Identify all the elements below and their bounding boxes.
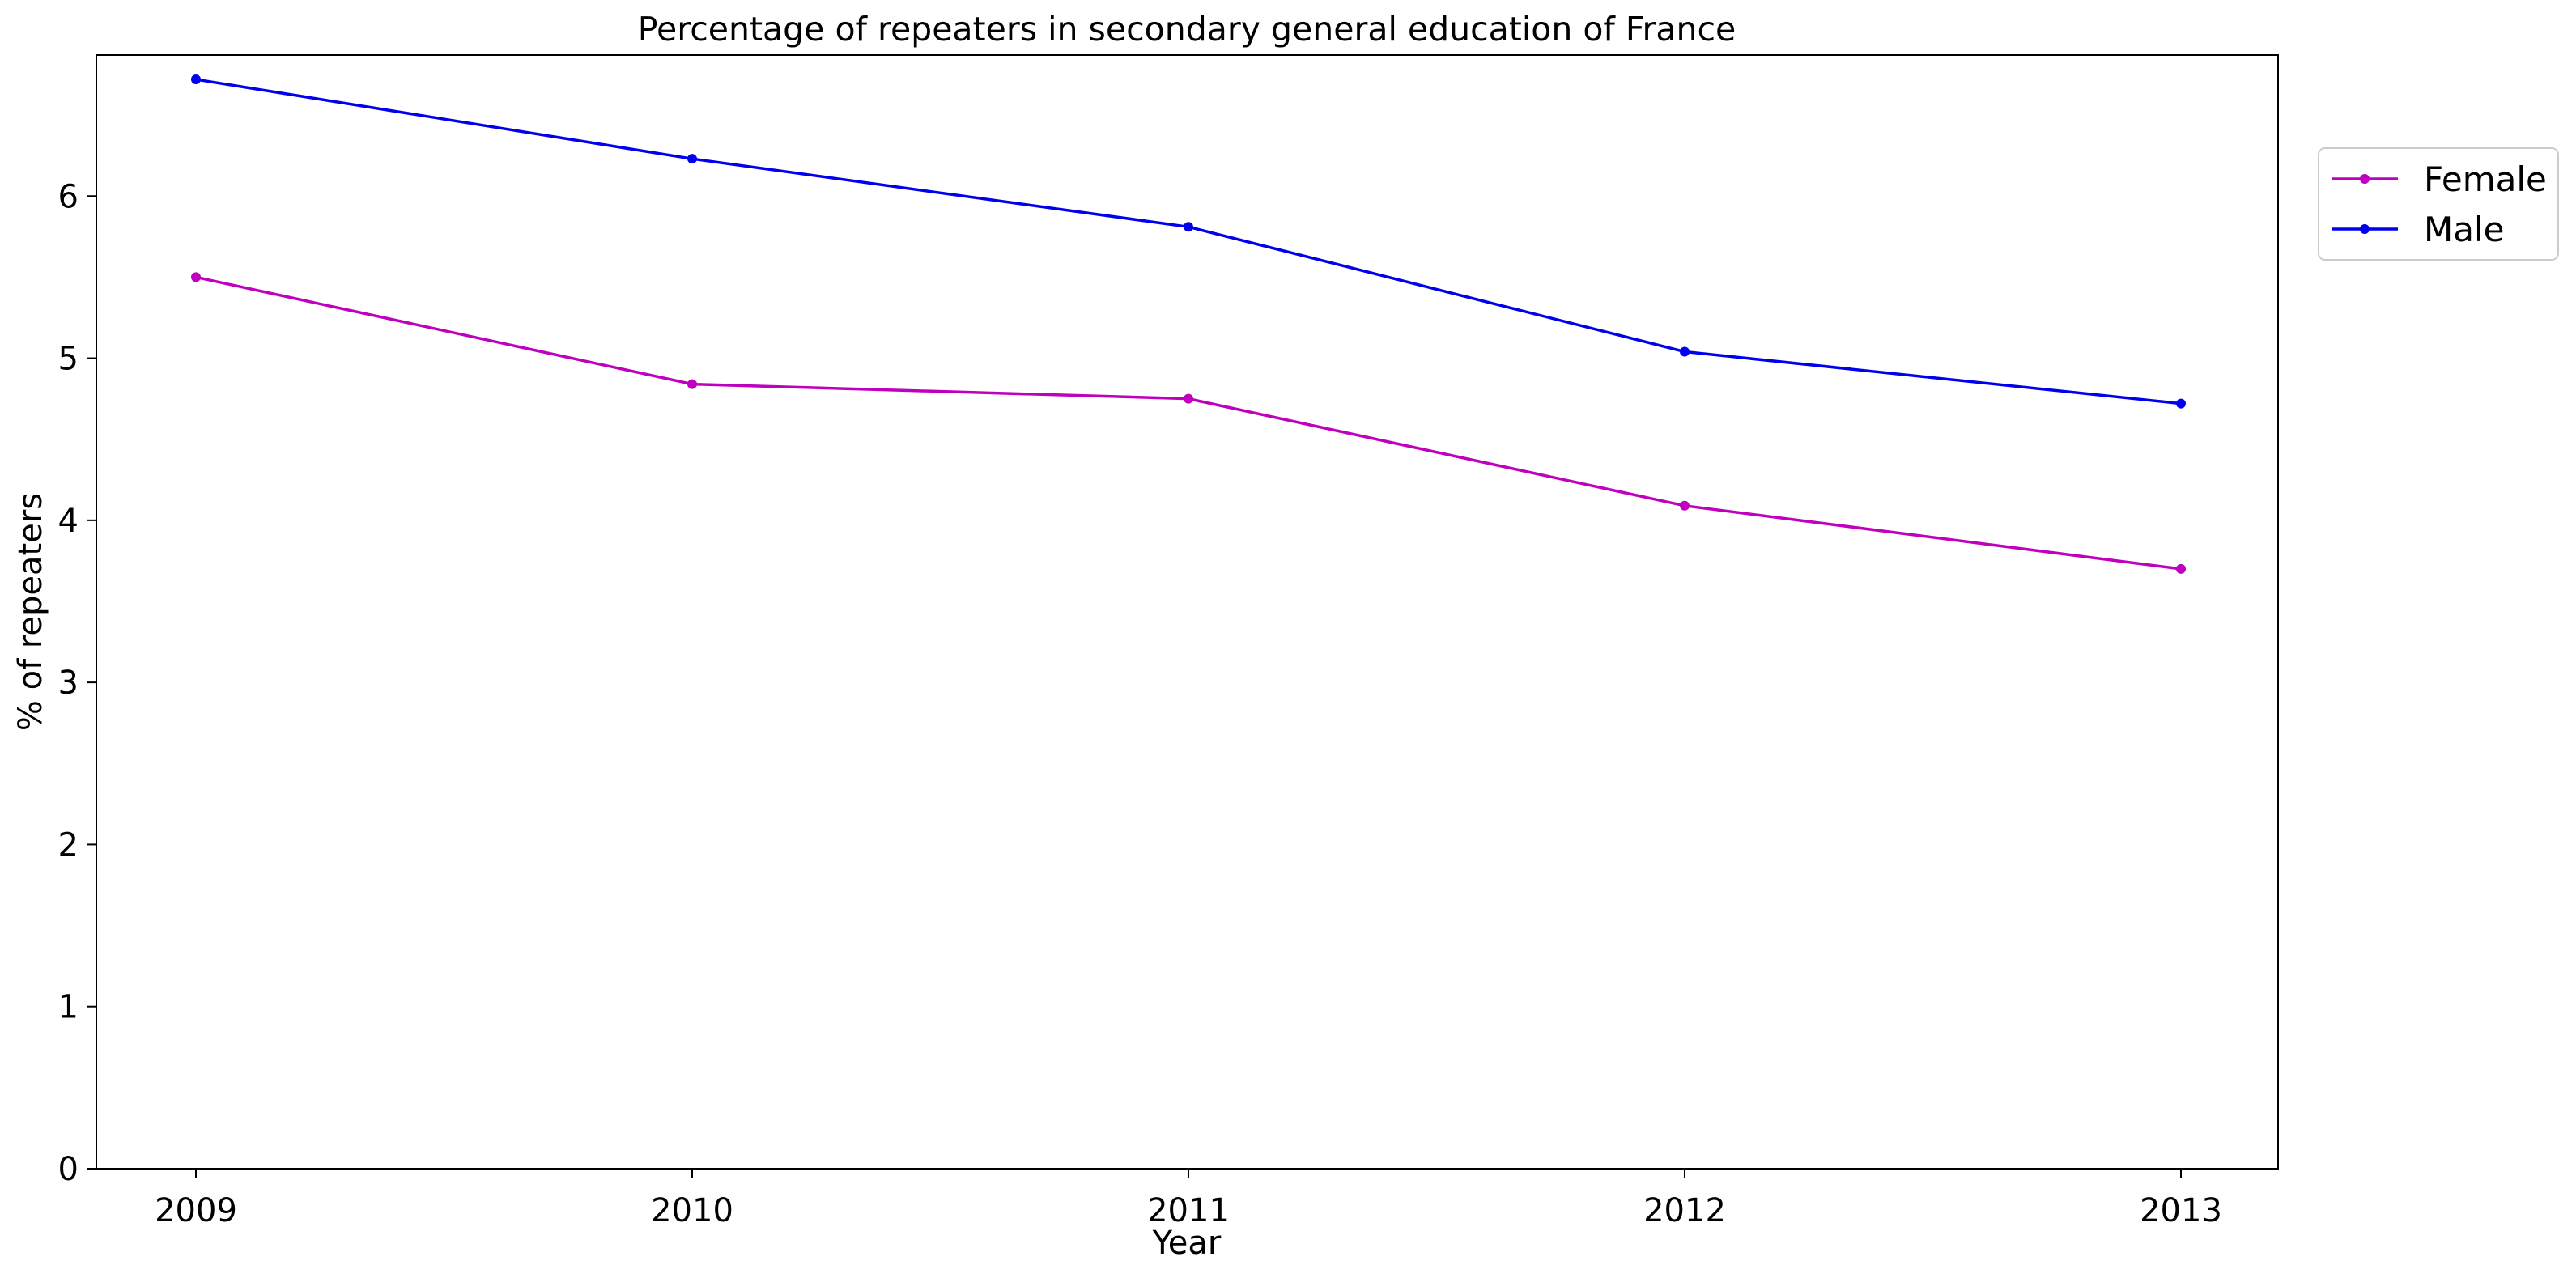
data-point-male <box>1680 346 1690 357</box>
plot-frame <box>96 54 2279 1170</box>
legend-label-female: Female <box>2424 159 2547 199</box>
data-point-female <box>2176 563 2186 574</box>
series-line-male <box>195 78 2182 405</box>
y-axis: 0 1 2 3 4 5 6 <box>58 178 96 1188</box>
y-tick-label: 4 <box>58 503 79 540</box>
data-point-female <box>1184 393 1193 404</box>
series-line-female <box>195 275 2182 571</box>
legend-box <box>2318 147 2559 261</box>
y-tick-label: 6 <box>58 178 79 215</box>
data-point-male <box>1184 222 1193 232</box>
data-point-male <box>687 154 697 164</box>
x-axis-label: Year <box>1152 1225 1222 1262</box>
y-tick-label: 3 <box>58 664 79 702</box>
x-axis: 2009 2010 2011 2012 2013 <box>155 1169 2222 1229</box>
series-layer <box>191 74 2186 574</box>
data-point-male <box>2176 398 2186 409</box>
legend-label-male: Male <box>2424 210 2504 249</box>
legend: Female Male <box>2318 147 2559 261</box>
y-tick-label: 0 <box>58 1151 79 1188</box>
y-tick-label: 5 <box>58 341 79 378</box>
legend-marker-female <box>2360 174 2370 184</box>
x-tick-label: 2012 <box>1643 1192 1726 1229</box>
data-point-female <box>687 379 697 389</box>
data-point-female <box>1680 500 1690 511</box>
legend-marker-male <box>2360 224 2370 234</box>
x-tick-label: 2013 <box>2140 1192 2222 1229</box>
data-point-male <box>191 74 201 85</box>
x-tick-label: 2009 <box>155 1192 237 1229</box>
y-tick-label: 2 <box>58 826 79 864</box>
x-tick-label: 2010 <box>651 1192 733 1229</box>
data-point-female <box>191 272 201 282</box>
y-axis-label: % of repeaters <box>12 493 49 731</box>
y-tick-label: 1 <box>58 989 79 1026</box>
chart-title: Percentage of repeaters in secondary gen… <box>638 10 1736 49</box>
x-tick-label: 2011 <box>1147 1192 1230 1229</box>
